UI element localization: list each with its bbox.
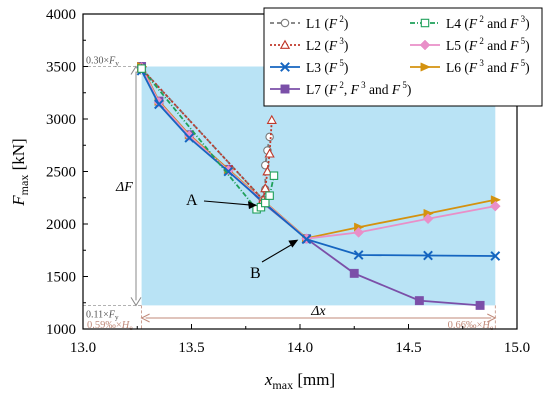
data-point-l3 (353, 250, 364, 260)
data-point-l4 (261, 198, 270, 208)
data-point-l2 (264, 148, 275, 158)
legend-marker-l4 (420, 18, 430, 28)
data-point-l3 (223, 166, 234, 177)
f-top-label: 0.30×Fy (86, 56, 119, 68)
legend-marker-l5 (419, 39, 431, 51)
y-tick-label: 2500 (46, 165, 76, 181)
data-point-l3 (490, 251, 501, 261)
legend-label-l5: L5 (F 2 and F 5) (446, 36, 530, 53)
x-tick-label: 13.0 (70, 340, 96, 356)
legend-item-l4: L4 (F 2 and F 3) (410, 14, 530, 31)
y-tick-label: 1000 (46, 322, 76, 338)
delta-x-arrow-head-left (140, 313, 150, 323)
legend-marker-l3 (280, 62, 290, 72)
legend: L1 (F 2) L4 (F 2 and F 3) L2 (F 3) L5 (F 2 … (263, 7, 543, 107)
data-point-l4 (137, 64, 146, 73)
data-point-l1 (265, 132, 274, 142)
data-point-l5 (353, 227, 364, 238)
legend-box (263, 7, 543, 107)
data-point-l7 (475, 300, 485, 310)
x-tick-label: 13.5 (178, 340, 204, 356)
annotation-b-arrowhead (288, 239, 299, 248)
legend-label-l2: L2 (F 3) (306, 36, 348, 53)
legend-marker-l7 (280, 84, 290, 94)
f-bottom-label: 0.11×Fy (86, 309, 119, 321)
data-point-l7 (414, 296, 424, 306)
delta-x-label: Δx (310, 304, 326, 319)
legend-item-l1: L1 (F 2) (270, 14, 348, 31)
x-tick-label: 15.0 (504, 340, 530, 356)
x-right-label: 0.66‰×He (448, 320, 494, 332)
annotations: AB (186, 192, 299, 282)
data-point-l5 (422, 213, 434, 225)
series-line-l2 (140, 67, 273, 202)
y-tick-label: 1500 (46, 270, 76, 286)
x-tick-label: 14.5 (395, 340, 421, 356)
legend-item-l6: L6 (F 3 and F 5) (410, 58, 530, 75)
legend-label-l1: L1 (F 2) (306, 14, 348, 31)
legend-item-l3: L3 (F 5) (270, 58, 348, 75)
legend-label-l7: L7 (F 2, F 3 and F 5) (306, 80, 411, 97)
y-tick-label: 2000 (46, 217, 76, 233)
delta-x-arrow-head-right (487, 313, 497, 323)
legend-item-l5: L5 (F 2 and F 5) (410, 36, 530, 53)
annotation-a-label: A (186, 192, 198, 209)
annotation-a-arrowhead (247, 201, 257, 210)
data-point-l2 (260, 182, 271, 193)
y-tick-label: 3500 (46, 60, 76, 76)
legend-item-l2: L2 (F 3) (270, 36, 348, 53)
legend-item-l7: L7 (F 2, F 3 and F 5) (270, 80, 411, 97)
legend-marker-l2 (279, 39, 291, 49)
delta-f-arrow-head-bottom (130, 297, 142, 307)
legend-label-l4: L4 (F 2 and F 3) (446, 14, 530, 31)
data-point-l2 (266, 114, 277, 124)
data-point-l3 (423, 250, 433, 261)
annotation-b-label: B (250, 265, 261, 282)
legend-label-l6: L6 (F 3 and F 5) (446, 58, 530, 75)
y-axis-title: Fmax [kN] (9, 138, 31, 206)
data-point-l3 (184, 132, 195, 143)
legend-marker-l6 (420, 62, 431, 72)
series-layer (136, 61, 502, 310)
axes: 13.0 13.5 14.0 14.5 15.0 1000 1500 2000 2500 3000… (9, 7, 530, 392)
data-point-l4 (265, 191, 274, 200)
x-left-label: 0.59‰×He (87, 320, 133, 332)
data-point-l3 (154, 99, 164, 110)
data-point-l2 (262, 166, 273, 176)
annotation-a-arrow (203, 200, 251, 206)
x-tick-label: 14.0 (287, 340, 313, 356)
data-point-l5 (489, 200, 501, 212)
legend-marker-l1 (280, 18, 290, 28)
y-tick-label: 3000 (46, 112, 76, 128)
data-point-l4 (269, 171, 279, 180)
x-axis-title: xmax [mm] (264, 370, 335, 392)
y-tick-label: 4000 (46, 7, 76, 23)
legend-label-l3: L3 (F 5) (306, 58, 348, 75)
series-l4 (137, 64, 279, 214)
delta-f-label: ΔF (115, 180, 133, 195)
data-point-l3 (301, 234, 312, 245)
data-point-l7 (349, 268, 359, 278)
reference-lines: ΔF Δx 0.30×Fy 0.11×Fy0.59‰×He 0.66‰×He (83, 56, 497, 332)
annotation-b-arrow (261, 243, 294, 263)
